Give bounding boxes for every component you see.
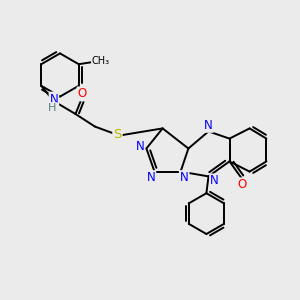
Text: N: N [180,171,189,184]
Text: N: N [204,119,213,132]
Text: CH₃: CH₃ [92,56,110,66]
Text: N: N [146,171,155,184]
Text: O: O [77,87,87,101]
Text: H: H [48,103,57,113]
Text: N: N [50,92,58,106]
Text: O: O [238,178,247,191]
Text: N: N [135,140,144,154]
Text: N: N [210,174,219,188]
Text: S: S [113,128,122,141]
